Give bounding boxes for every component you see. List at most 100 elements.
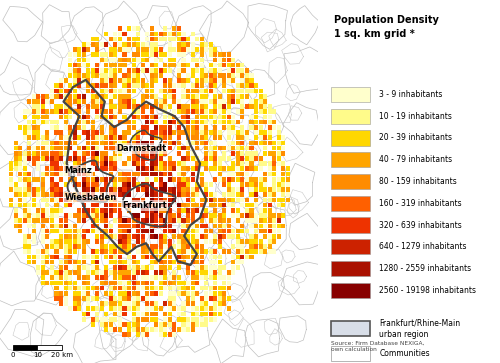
- Bar: [182, 172, 186, 176]
- Bar: [164, 239, 168, 244]
- Text: 20 km: 20 km: [51, 352, 73, 358]
- Bar: [204, 312, 208, 316]
- Bar: [200, 177, 203, 182]
- Bar: [114, 140, 117, 145]
- Bar: [190, 229, 194, 233]
- Bar: [46, 156, 50, 161]
- Bar: [32, 161, 36, 166]
- Bar: [177, 37, 181, 41]
- Bar: [236, 161, 240, 166]
- Bar: [46, 192, 50, 197]
- Bar: [68, 254, 72, 259]
- Bar: [331, 283, 370, 298]
- Bar: [41, 208, 45, 213]
- Bar: [154, 37, 158, 41]
- Bar: [208, 254, 212, 259]
- Bar: [50, 224, 54, 228]
- Bar: [208, 42, 212, 47]
- Bar: [164, 63, 168, 68]
- Bar: [208, 63, 212, 68]
- Bar: [54, 239, 58, 244]
- Bar: [263, 146, 267, 150]
- Bar: [168, 89, 172, 93]
- Bar: [100, 177, 104, 182]
- Bar: [104, 322, 108, 327]
- Bar: [218, 218, 222, 223]
- Bar: [186, 208, 190, 213]
- Bar: [195, 63, 199, 68]
- Bar: [236, 218, 240, 223]
- Bar: [122, 42, 126, 47]
- Bar: [82, 229, 86, 233]
- Bar: [254, 120, 258, 125]
- Bar: [82, 115, 86, 119]
- Bar: [168, 115, 172, 119]
- Bar: [200, 94, 203, 98]
- Bar: [86, 115, 90, 119]
- Bar: [118, 58, 122, 62]
- Bar: [50, 265, 54, 270]
- Bar: [222, 249, 226, 254]
- Bar: [50, 94, 54, 98]
- Bar: [64, 203, 68, 207]
- Bar: [136, 172, 140, 176]
- Bar: [245, 94, 249, 98]
- Bar: [276, 146, 281, 150]
- Bar: [68, 140, 72, 145]
- Bar: [118, 187, 122, 192]
- Bar: [32, 120, 36, 125]
- Bar: [41, 254, 45, 259]
- Bar: [41, 140, 45, 145]
- Bar: [22, 244, 27, 249]
- Bar: [218, 146, 222, 150]
- Bar: [122, 270, 126, 275]
- Bar: [195, 208, 199, 213]
- Bar: [164, 140, 168, 145]
- Bar: [218, 244, 222, 249]
- Bar: [213, 78, 218, 83]
- Bar: [177, 172, 181, 176]
- Bar: [168, 104, 172, 109]
- Bar: [118, 229, 122, 233]
- Bar: [200, 52, 203, 57]
- Bar: [204, 99, 208, 104]
- Bar: [86, 192, 90, 197]
- Bar: [154, 249, 158, 254]
- Bar: [104, 265, 108, 270]
- Bar: [168, 156, 172, 161]
- Bar: [232, 208, 235, 213]
- Bar: [41, 104, 45, 109]
- Bar: [164, 229, 168, 233]
- Bar: [132, 58, 136, 62]
- Bar: [100, 192, 104, 197]
- Bar: [118, 192, 122, 197]
- Bar: [86, 270, 90, 275]
- Bar: [272, 161, 276, 166]
- Bar: [100, 167, 104, 171]
- Bar: [200, 182, 203, 187]
- Bar: [77, 260, 81, 265]
- Bar: [272, 218, 276, 223]
- Bar: [46, 99, 50, 104]
- Bar: [200, 58, 203, 62]
- Bar: [132, 260, 136, 265]
- Bar: [50, 167, 54, 171]
- Bar: [232, 130, 235, 135]
- Bar: [132, 78, 136, 83]
- Bar: [140, 63, 144, 68]
- Bar: [182, 187, 186, 192]
- Bar: [177, 187, 181, 192]
- Bar: [104, 182, 108, 187]
- Bar: [136, 68, 140, 73]
- Bar: [240, 73, 244, 78]
- Bar: [186, 192, 190, 197]
- Bar: [263, 213, 267, 218]
- Bar: [114, 68, 117, 73]
- Bar: [46, 229, 50, 233]
- Bar: [150, 172, 154, 176]
- Bar: [240, 213, 244, 218]
- Bar: [100, 276, 104, 280]
- Bar: [164, 52, 168, 57]
- Bar: [250, 125, 254, 130]
- Bar: [254, 177, 258, 182]
